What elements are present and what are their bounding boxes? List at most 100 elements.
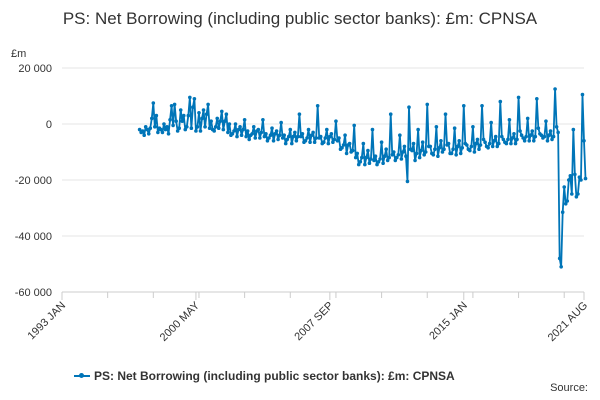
data-point[interactable]	[475, 137, 480, 142]
data-point[interactable]	[404, 154, 408, 158]
data-point[interactable]	[522, 139, 527, 143]
data-point[interactable]	[274, 129, 279, 133]
data-point[interactable]	[566, 178, 571, 182]
data-point[interactable]	[194, 129, 198, 133]
data-point[interactable]	[335, 139, 340, 143]
data-point[interactable]	[168, 118, 172, 122]
data-point[interactable]	[200, 116, 204, 121]
data-point[interactable]	[143, 125, 148, 129]
data-point[interactable]	[521, 136, 525, 140]
data-point[interactable]	[198, 129, 203, 133]
data-point[interactable]	[285, 137, 290, 142]
data-point[interactable]	[437, 146, 442, 150]
data-point[interactable]	[554, 125, 559, 129]
data-point[interactable]	[531, 139, 536, 143]
data-point[interactable]	[495, 144, 500, 149]
data-point[interactable]	[251, 125, 256, 129]
data-point[interactable]	[486, 146, 490, 150]
data-point[interactable]	[565, 199, 570, 203]
data-point[interactable]	[391, 150, 396, 154]
data-point[interactable]	[423, 150, 428, 154]
data-point[interactable]	[250, 132, 255, 136]
data-point[interactable]	[148, 126, 153, 130]
data-point[interactable]	[151, 101, 156, 105]
data-point[interactable]	[271, 139, 276, 143]
data-point[interactable]	[352, 123, 357, 128]
data-point[interactable]	[238, 125, 242, 129]
data-point[interactable]	[221, 127, 226, 132]
data-point[interactable]	[545, 139, 550, 143]
data-point[interactable]	[341, 143, 346, 147]
data-point[interactable]	[178, 108, 183, 112]
data-point[interactable]	[413, 158, 417, 163]
data-point[interactable]	[220, 109, 224, 114]
data-point[interactable]	[498, 99, 503, 104]
data-point[interactable]	[436, 154, 440, 158]
data-point[interactable]	[452, 126, 457, 130]
data-point[interactable]	[398, 133, 402, 137]
data-point[interactable]	[230, 132, 235, 136]
data-point[interactable]	[350, 148, 355, 153]
data-point[interactable]	[145, 127, 150, 132]
data-point[interactable]	[358, 160, 363, 164]
data-point[interactable]	[244, 134, 248, 139]
data-point[interactable]	[551, 134, 556, 139]
data-point[interactable]	[457, 139, 462, 143]
data-point[interactable]	[247, 137, 251, 142]
data-point[interactable]	[224, 112, 229, 116]
data-point[interactable]	[261, 118, 265, 122]
data-point[interactable]	[576, 192, 580, 196]
data-point[interactable]	[242, 118, 247, 122]
data-point[interactable]	[536, 126, 541, 130]
data-point[interactable]	[142, 133, 146, 137]
data-point[interactable]	[440, 150, 445, 154]
data-point[interactable]	[282, 133, 286, 137]
data-point[interactable]	[309, 133, 314, 137]
data-point[interactable]	[299, 134, 303, 139]
data-point[interactable]	[500, 134, 504, 139]
data-point[interactable]	[579, 178, 583, 182]
data-point[interactable]	[288, 127, 293, 132]
data-point[interactable]	[329, 132, 334, 136]
data-point[interactable]	[258, 136, 262, 140]
data-point[interactable]	[149, 116, 154, 121]
data-point[interactable]	[169, 104, 174, 108]
data-point[interactable]	[204, 112, 209, 116]
data-point[interactable]	[283, 141, 288, 146]
data-point[interactable]	[506, 137, 510, 142]
data-point[interactable]	[286, 134, 291, 139]
data-point[interactable]	[542, 134, 547, 139]
data-point[interactable]	[332, 137, 337, 142]
data-point[interactable]	[384, 147, 388, 151]
data-point[interactable]	[461, 104, 466, 108]
data-point[interactable]	[277, 133, 282, 137]
data-point[interactable]	[571, 127, 576, 132]
data-point[interactable]	[509, 141, 513, 146]
data-point[interactable]	[314, 136, 318, 140]
data-point[interactable]	[218, 119, 223, 123]
data-point[interactable]	[372, 158, 376, 163]
data-point[interactable]	[315, 104, 320, 108]
data-point[interactable]	[414, 151, 419, 156]
data-point[interactable]	[559, 265, 563, 269]
data-point[interactable]	[265, 139, 270, 143]
data-point[interactable]	[557, 256, 562, 261]
data-point[interactable]	[419, 148, 423, 153]
data-point[interactable]	[184, 125, 189, 129]
data-point[interactable]	[388, 112, 393, 116]
data-point[interactable]	[516, 95, 521, 100]
data-point[interactable]	[325, 127, 329, 132]
data-point[interactable]	[480, 104, 484, 108]
data-point[interactable]	[524, 134, 528, 139]
data-point[interactable]	[513, 141, 518, 146]
data-point[interactable]	[510, 136, 515, 140]
data-point[interactable]	[547, 133, 551, 137]
data-point[interactable]	[381, 161, 385, 165]
data-point[interactable]	[328, 134, 332, 139]
data-point[interactable]	[337, 136, 341, 140]
data-point[interactable]	[353, 155, 358, 160]
data-point[interactable]	[583, 176, 588, 181]
data-point[interactable]	[300, 132, 305, 136]
data-point[interactable]	[137, 127, 142, 132]
data-point[interactable]	[153, 125, 157, 129]
